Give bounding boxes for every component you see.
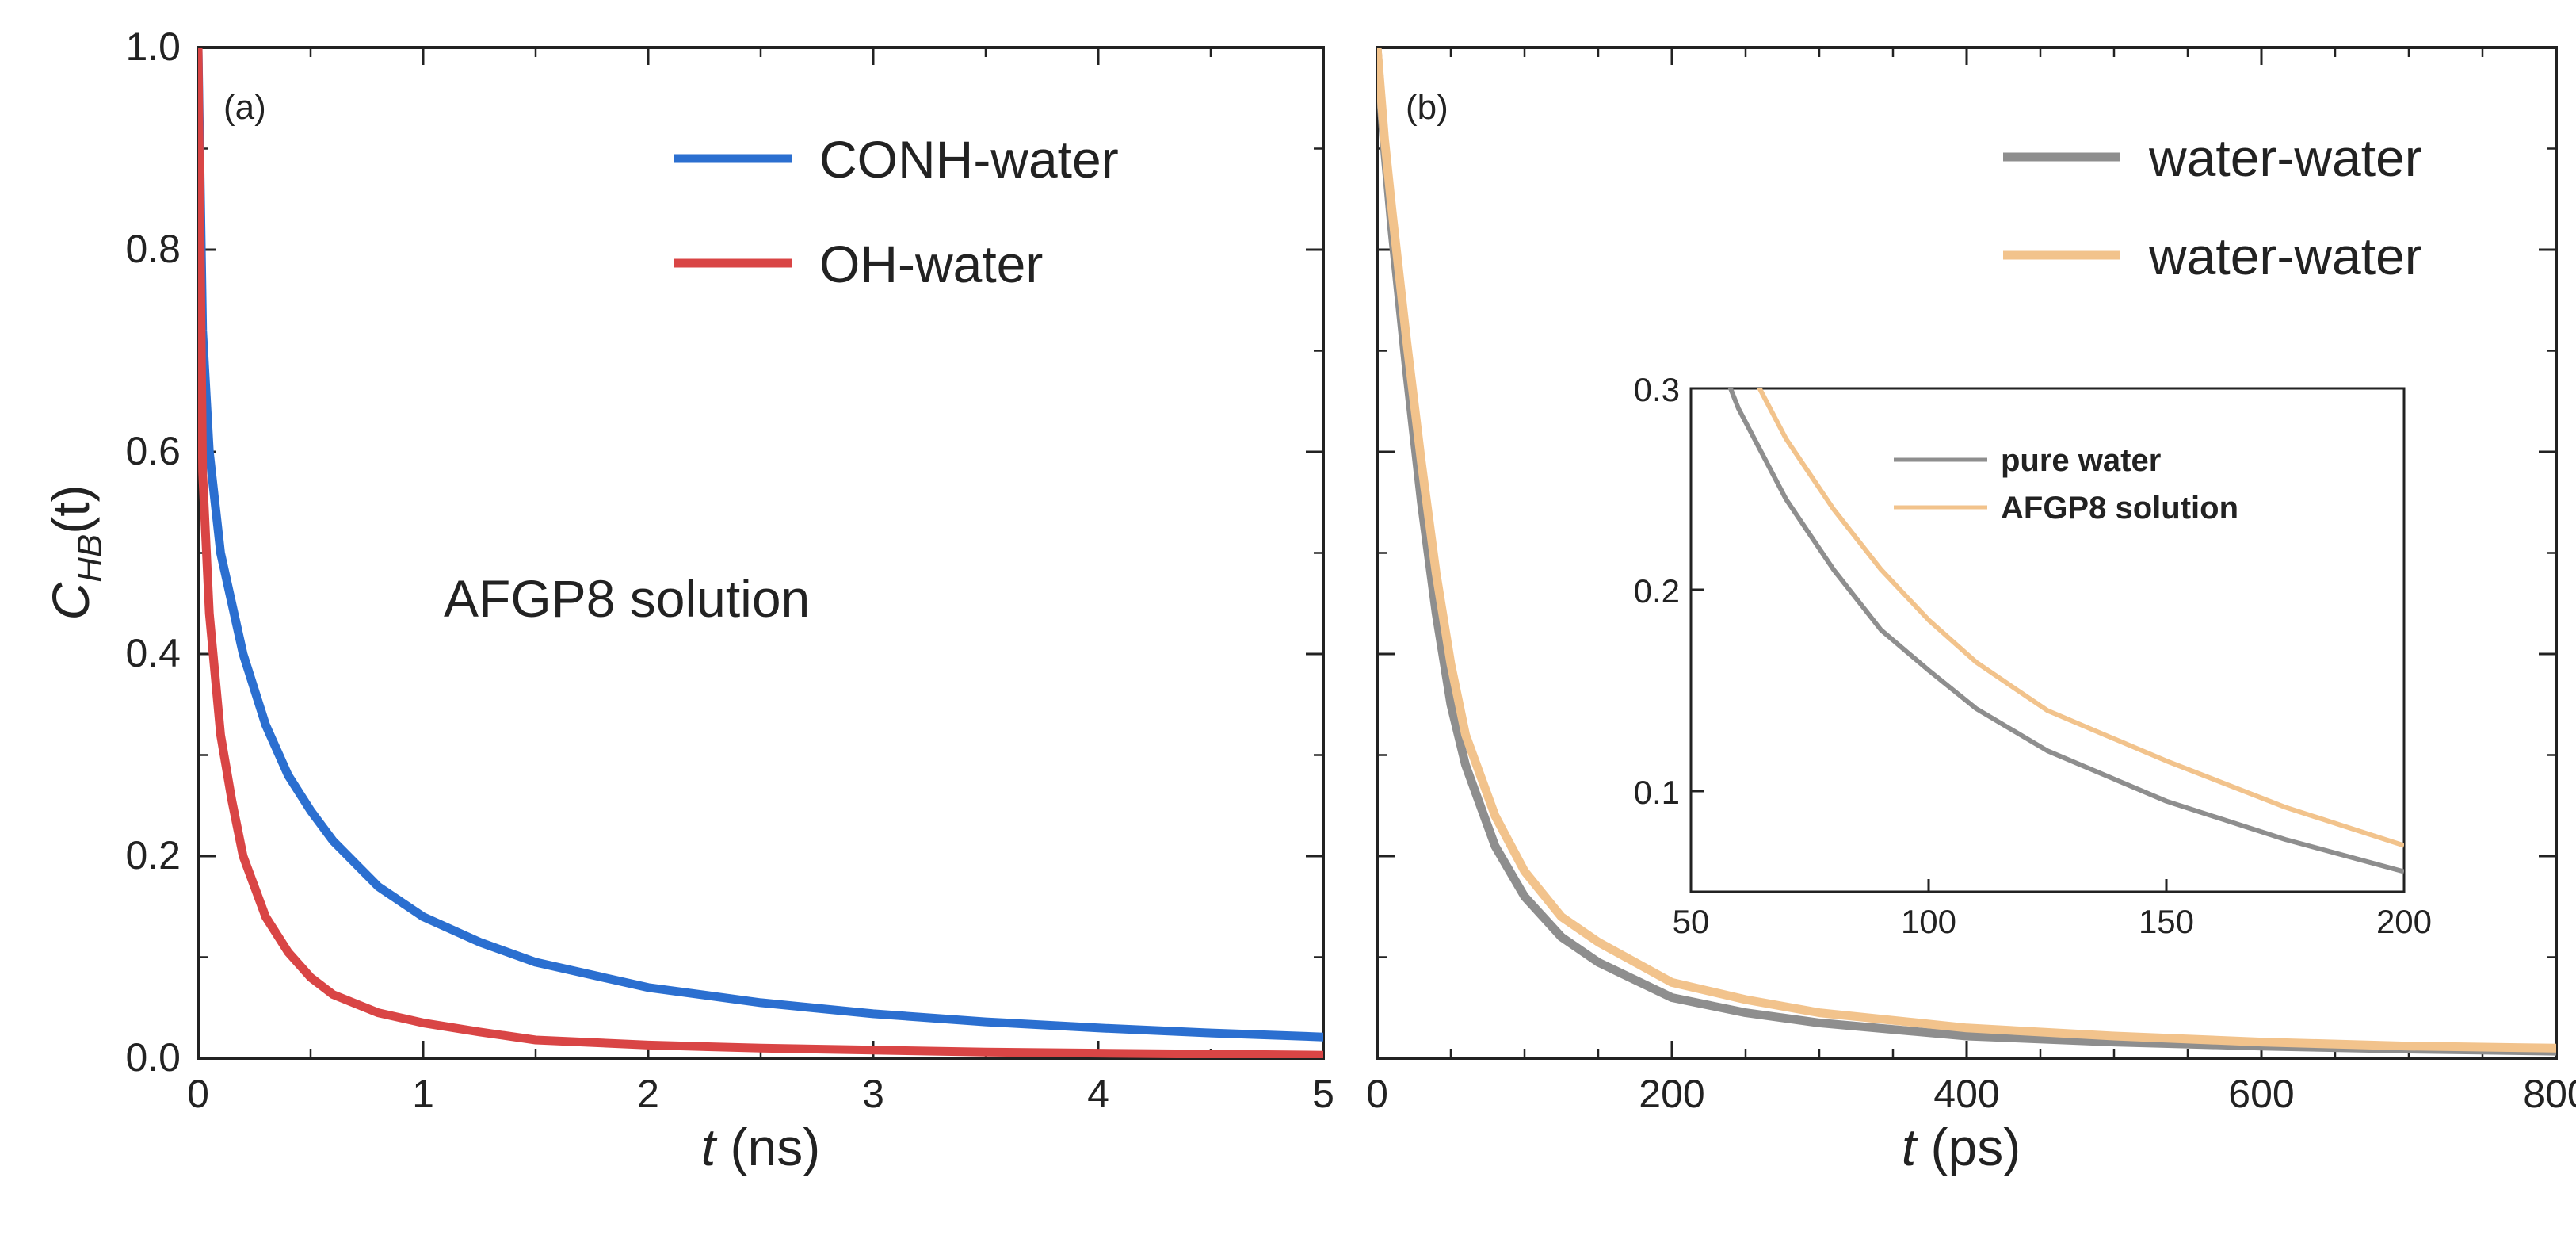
y-tick-label-0.8: 0.8 xyxy=(125,227,181,271)
y-tick-label-0.4: 0.4 xyxy=(125,631,181,675)
annotation-afgp8-solution: AFGP8 solution xyxy=(444,569,810,628)
series-line-afgp8-water xyxy=(1377,48,2556,1053)
x-tick-label-50: 50 xyxy=(1673,903,1710,940)
legend-label-conh-water: CONH-water xyxy=(819,130,1119,189)
y-tick-label-0.1: 0.1 xyxy=(1634,774,1680,811)
panel-b-x-tick-labels: 0 200 400 600 800 xyxy=(1366,1072,2576,1116)
series-line-oh-water xyxy=(198,48,1323,1058)
panel-a-label: (a) xyxy=(223,88,266,127)
y-tick-label-1.0: 1.0 xyxy=(125,25,181,69)
x-tick-label-150: 150 xyxy=(2139,903,2194,940)
y-tick-label-0.0: 0.0 xyxy=(125,1035,181,1080)
panel-a-legend: CONH-water OH-water xyxy=(674,130,1119,293)
panel-a-x-tick-labels: 0 1 2 3 4 5 xyxy=(187,1072,1334,1116)
y-axis-title: CHB(t) xyxy=(41,484,109,620)
panel-a: 0 1 2 3 4 5 0.0 0.2 0.4 0.6 0.8 1.0 (a) CONH-water… xyxy=(41,25,1334,1176)
inset-x-tick-labels: 50 100 150 200 xyxy=(1673,903,2432,940)
y-axis-main: C xyxy=(41,582,100,621)
inset-y-tick-labels: 0.1 0.2 0.3 xyxy=(1634,371,1680,811)
series-line-conh-water xyxy=(198,48,1323,1042)
inset-ticks xyxy=(1689,387,2406,892)
x-tick-label-0: 0 xyxy=(187,1072,209,1116)
x-tick-label-200: 200 xyxy=(2376,903,2432,940)
panel-b-legend: water-water water-water xyxy=(2003,128,2422,285)
y-tick-label-0.3: 0.3 xyxy=(1634,371,1680,408)
y-tick-label-0.6: 0.6 xyxy=(125,429,181,473)
y-axis-arg: (t) xyxy=(41,484,100,533)
x-tick-label-200: 200 xyxy=(1639,1072,1704,1116)
x-tick-label-400: 400 xyxy=(1933,1072,1999,1116)
inset-line-pure-water xyxy=(1727,388,2404,874)
inset-line-afgp8-solution xyxy=(1757,388,2404,848)
x-tick-label-800: 800 xyxy=(2523,1072,2576,1116)
legend-label-oh-water: OH-water xyxy=(819,235,1043,293)
panel-b: 0 200 400 600 800 (b) water-water water-wate… xyxy=(1366,46,2576,1176)
x-axis-unit: (ns) xyxy=(716,1118,820,1176)
x-tick-label-5: 5 xyxy=(1312,1072,1334,1116)
x-tick-label-600: 600 xyxy=(2228,1072,2294,1116)
inset-chart: 50 100 150 200 0.1 0.2 0.3 pure water AFGP8 s… xyxy=(1634,371,2432,940)
x-tick-label-2: 2 xyxy=(637,1072,659,1116)
inset-legend-label-pure-water: pure water xyxy=(2001,443,2161,478)
x-tick-label-4: 4 xyxy=(1087,1072,1109,1116)
x-tick-label-1: 1 xyxy=(412,1072,434,1116)
inset-legend: pure water AFGP8 solution xyxy=(1894,443,2238,526)
panel-a-frame xyxy=(197,46,1325,1060)
x-tick-label-100: 100 xyxy=(1901,903,1956,940)
panel-b-label: (b) xyxy=(1406,88,1448,127)
inset-legend-label-afgp8-solution: AFGP8 solution xyxy=(2001,491,2238,526)
x-axis-unit-b: (ps) xyxy=(1916,1118,2021,1176)
panel-a-y-tick-labels: 0.0 0.2 0.4 0.6 0.8 1.0 xyxy=(125,25,181,1080)
y-tick-label-0.2: 0.2 xyxy=(1634,572,1680,610)
x-tick-label-3: 3 xyxy=(862,1072,884,1116)
panel-a-ticks xyxy=(197,46,1325,1060)
y-axis-sub: HB xyxy=(71,534,109,583)
x-axis-var-b: t xyxy=(1902,1118,1918,1176)
panel-b-x-axis-title: t (ps) xyxy=(1902,1118,2021,1176)
x-axis-var: t xyxy=(701,1118,718,1176)
panel-a-x-axis-title: t (ns) xyxy=(701,1118,820,1176)
legend-label-water-water-gray: water-water xyxy=(2148,128,2422,187)
x-tick-label-0: 0 xyxy=(1366,1072,1388,1116)
legend-label-water-water-orange: water-water xyxy=(2148,227,2422,285)
y-tick-label-0.2: 0.2 xyxy=(125,833,181,878)
